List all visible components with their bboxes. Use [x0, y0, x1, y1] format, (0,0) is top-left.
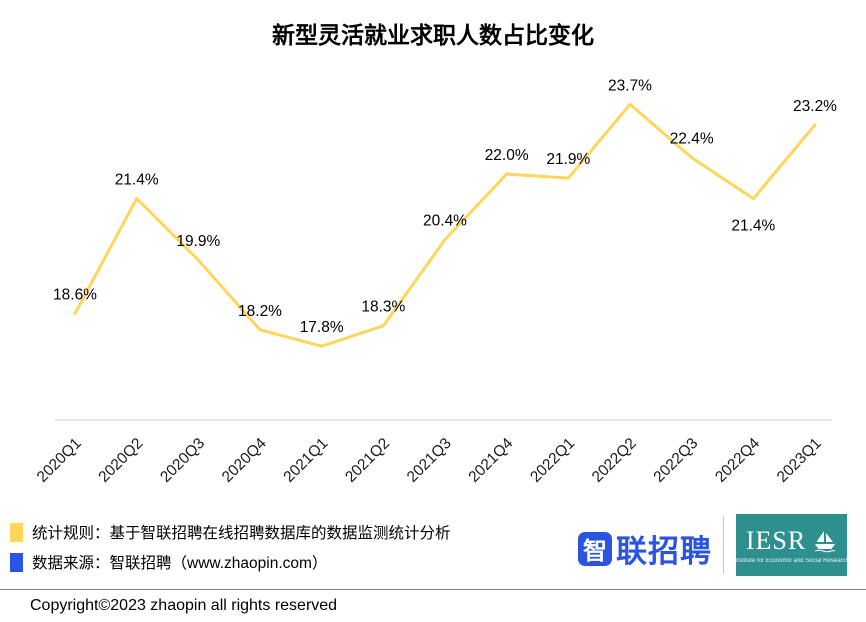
iesr-logo-text: IESR — [745, 526, 807, 555]
x-tick-label: 2023Q1 — [774, 435, 825, 486]
legend-row-rule: 统计规则：基于智联招聘在线招聘数据库的数据监测统计分析 — [10, 521, 451, 543]
data-label: 18.3% — [361, 299, 405, 316]
line-chart: 18.6% 21.4% 19.9% 18.2% 17.8% 18.3% 20.4% 22.0%… — [34, 77, 837, 486]
copyright-text: Copyright©2023 zhaopin all rights reserv… — [0, 589, 866, 615]
data-label: 22.4% — [670, 131, 714, 148]
data-label: 20.4% — [423, 213, 467, 230]
legend-text-source: 数据来源：智联招聘（www.zhaopin.com） — [32, 555, 328, 572]
iesr-logo-subtext: Institute for Economic and Social Resear… — [734, 558, 849, 564]
x-tick-label: 2022Q1 — [527, 435, 578, 486]
zhaopin-logo-mark: 智 — [578, 531, 612, 566]
x-tick-label: 2020Q1 — [34, 435, 85, 486]
data-label: 18.6% — [53, 286, 97, 303]
chart-title: 新型灵活就业求职人数占比变化 — [272, 22, 594, 48]
x-tick-label: 2021Q4 — [465, 435, 516, 486]
x-tick-label: 2021Q1 — [280, 435, 331, 486]
x-tick-label: 2022Q3 — [650, 435, 701, 486]
data-label: 21.4% — [731, 218, 775, 235]
data-label: 18.2% — [238, 303, 282, 320]
logo-divider — [723, 516, 724, 574]
data-label: 22.0% — [485, 147, 529, 164]
x-tick-label: 2020Q2 — [95, 435, 146, 486]
x-tick-label: 2022Q2 — [589, 435, 640, 486]
legend-swatch-yellow — [10, 522, 23, 542]
x-tick-label: 2020Q3 — [157, 435, 208, 486]
x-tick-label: 2021Q3 — [404, 435, 455, 486]
series-line — [73, 102, 817, 348]
data-label: 21.9% — [546, 151, 590, 168]
iesr-logo-box: IESR Institute for Economic and Social R… — [734, 514, 849, 576]
data-label: 21.4% — [115, 172, 159, 189]
legend-row-source: 数据来源：智联招聘（www.zhaopin.com） — [10, 551, 327, 573]
x-tick-label: 2022Q4 — [712, 435, 763, 486]
legend-swatch-blue — [10, 552, 23, 572]
iesr-logo-top: IESR — [746, 526, 837, 556]
zhaopin-logo-text: 联招聘 — [616, 534, 712, 569]
zhaopin-logo: 智 联招聘 — [578, 526, 712, 571]
x-tick-label: 2021Q2 — [342, 435, 393, 486]
data-label: 23.7% — [608, 77, 652, 94]
data-label: 23.2% — [793, 98, 837, 115]
data-label: 17.8% — [300, 319, 344, 336]
data-label: 19.9% — [176, 233, 220, 250]
legend-text-rule: 统计规则：基于智联招聘在线招聘数据库的数据监测统计分析 — [32, 525, 451, 542]
x-tick-label: 2020Q4 — [219, 435, 270, 486]
sailboat-icon — [814, 531, 836, 553]
